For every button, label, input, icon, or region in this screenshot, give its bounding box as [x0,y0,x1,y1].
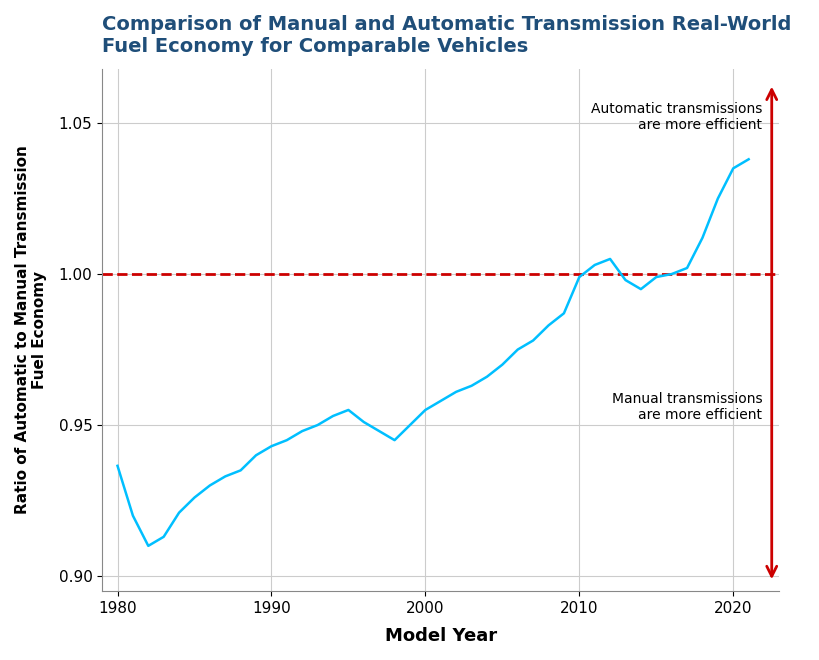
X-axis label: Model Year: Model Year [385,627,497,645]
Text: Automatic transmissions
are more efficient: Automatic transmissions are more efficie… [591,102,762,132]
Y-axis label: Ratio of Automatic to Manual Transmission
Fuel Economy: Ratio of Automatic to Manual Transmissio… [15,145,48,514]
Text: Comparison of Manual and Automatic Transmission Real-World
Fuel Economy for Comp: Comparison of Manual and Automatic Trans… [102,15,791,56]
Text: Manual transmissions
are more efficient: Manual transmissions are more efficient [612,392,762,422]
